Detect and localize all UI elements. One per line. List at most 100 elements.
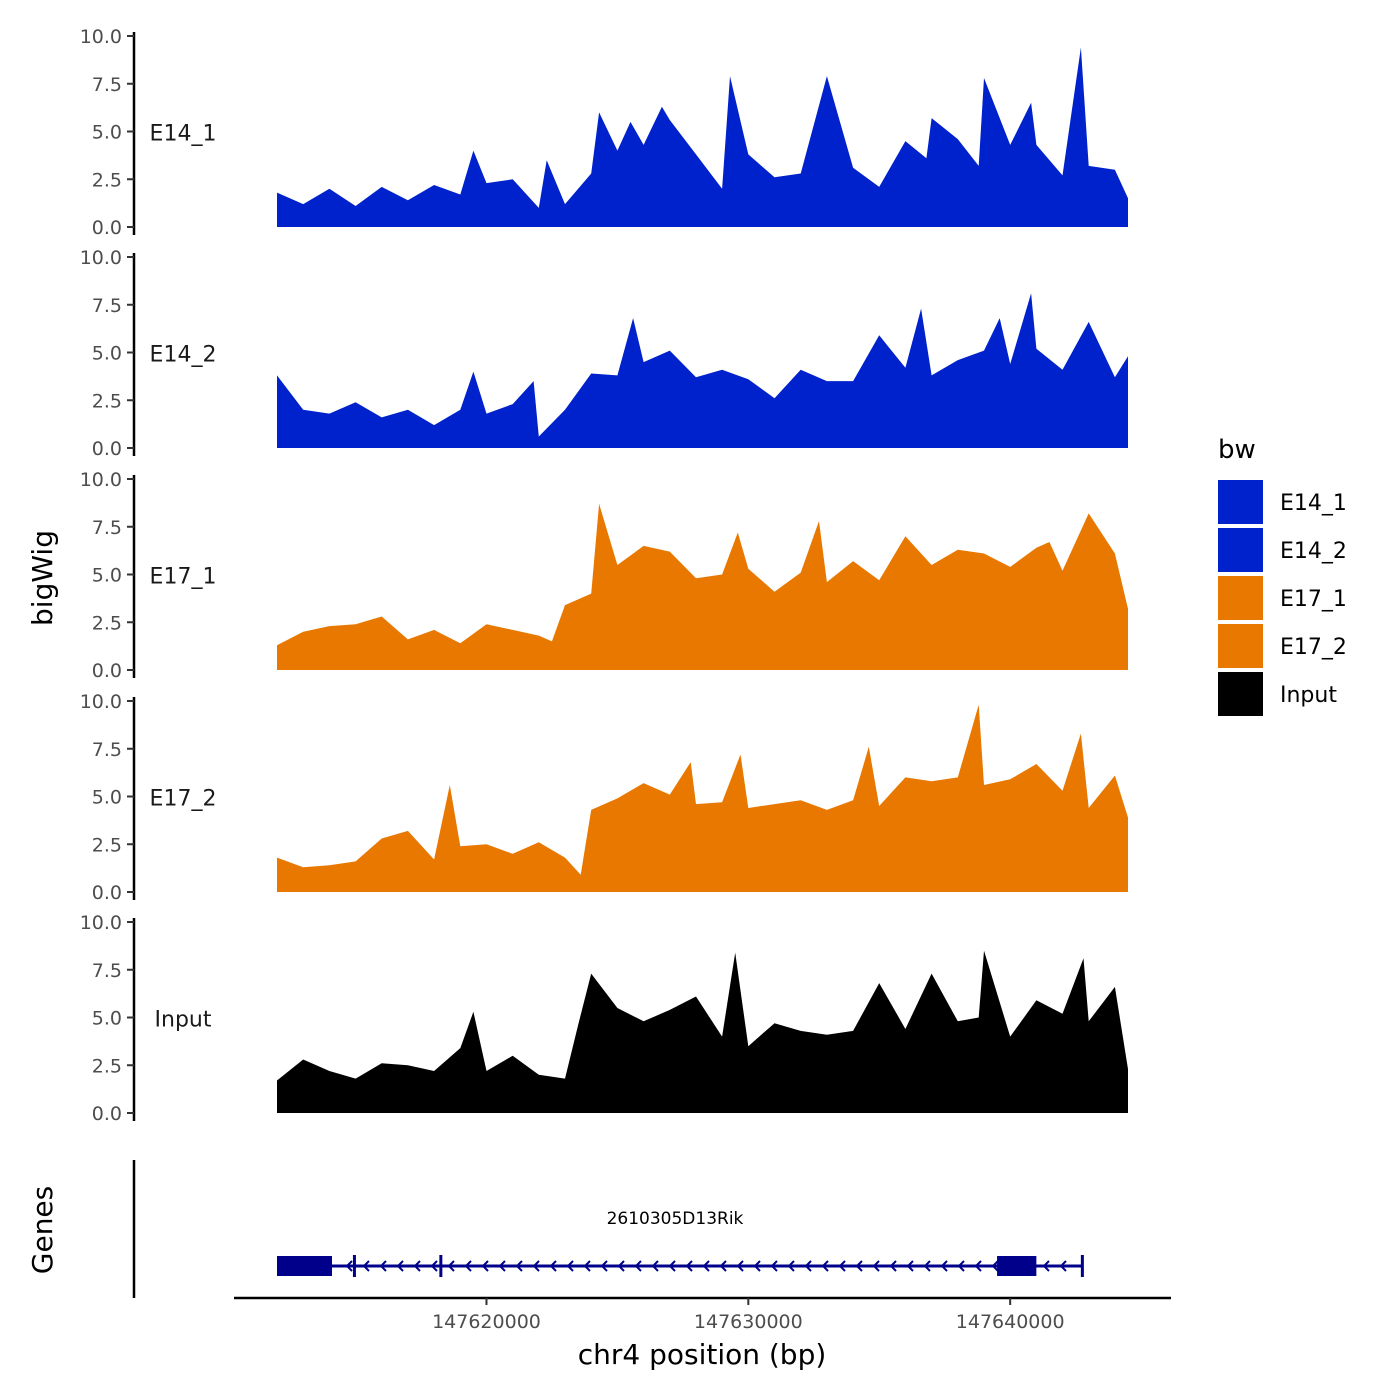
y-tick-label: 2.5 <box>92 834 122 856</box>
strand-arrow <box>1042 1260 1050 1272</box>
track-label: E17_1 <box>150 565 217 590</box>
strand-arrow <box>566 1260 574 1272</box>
legend-key-e17-2 <box>1218 624 1263 668</box>
y-tick-label: 0.0 <box>92 882 122 904</box>
track-label: E14_1 <box>150 122 217 147</box>
gene-name-label: 2610305D13Rik <box>607 1209 744 1229</box>
strand-arrow <box>617 1260 625 1272</box>
x-axis: 147620000 147630000 147640000 <box>234 1296 1171 1333</box>
y-tick-label: 0.0 <box>92 1103 122 1125</box>
y-tick-label: 5.0 <box>92 122 122 144</box>
strand-arrow <box>872 1260 880 1272</box>
y-tick-label: 0.0 <box>92 217 122 239</box>
track-label: E17_2 <box>150 787 217 812</box>
strand-arrow <box>651 1260 659 1272</box>
legend-label: E14_1 <box>1280 491 1347 516</box>
exon <box>352 1255 356 1277</box>
legend-label: E17_1 <box>1280 587 1347 612</box>
genes-track-title: Genes <box>26 1186 59 1274</box>
strand-arrow <box>481 1260 489 1272</box>
strand-arrow <box>889 1260 897 1272</box>
track-label: Input <box>155 1008 212 1033</box>
y-tick-label: 2.5 <box>92 169 122 191</box>
y-tick-label: 5.0 <box>92 343 122 365</box>
strand-arrow <box>736 1260 744 1272</box>
y-tick-label: 10.0 <box>80 247 122 269</box>
y-axis-title: bigWig <box>26 530 59 626</box>
strand-arrow <box>770 1260 778 1272</box>
strand-arrow <box>991 1260 999 1272</box>
panel-e17-1: 0.0 2.5 5.0 7.5 10.0 E17_1 <box>80 469 1128 682</box>
strand-arrow <box>498 1260 506 1272</box>
legend-label: E14_2 <box>1280 539 1347 564</box>
strand-arrow <box>804 1260 812 1272</box>
strand-arrow <box>787 1260 795 1272</box>
y-tick-label: 2.5 <box>92 1055 122 1077</box>
y-tick-label: 0.0 <box>92 660 122 682</box>
legend-key-e17-1 <box>1218 576 1263 620</box>
track-label: E14_2 <box>150 343 217 368</box>
legend-label: E17_2 <box>1280 635 1347 660</box>
strand-arrow <box>430 1260 438 1272</box>
legend-key-e14-1 <box>1218 480 1263 524</box>
y-tick-label: 7.5 <box>92 517 122 539</box>
y-tick-label: 7.5 <box>92 739 122 761</box>
y-tick-label: 5.0 <box>92 565 122 587</box>
y-tick-label: 10.0 <box>80 912 122 934</box>
legend-title: bw <box>1218 435 1256 465</box>
strand-arrow <box>447 1260 455 1272</box>
strand-arrow <box>974 1260 982 1272</box>
x-axis-title: chr4 position (bp) <box>578 1338 827 1371</box>
strand-arrow <box>940 1260 948 1272</box>
signal-area-e17-1 <box>277 503 1128 670</box>
strand-arrow <box>532 1260 540 1272</box>
x-tick-label: 147620000 <box>432 1311 541 1333</box>
strand-arrow <box>583 1260 591 1272</box>
strand-arrow <box>549 1260 557 1272</box>
exon <box>277 1256 332 1276</box>
signal-area-input <box>277 950 1128 1113</box>
strand-arrow <box>396 1260 404 1272</box>
legend-key-e14-2 <box>1218 528 1263 572</box>
y-tick-label: 5.0 <box>92 1008 122 1030</box>
y-tick-label: 5.0 <box>92 787 122 809</box>
legend-key-input <box>1218 672 1263 716</box>
strand-arrow <box>838 1260 846 1272</box>
genes-track: Genes 2610305D13Rik <box>26 1160 1084 1298</box>
strand-arrow <box>413 1260 421 1272</box>
strand-arrow <box>957 1260 965 1272</box>
y-tick-label: 7.5 <box>92 74 122 96</box>
x-tick-label: 147630000 <box>694 1311 803 1333</box>
strand-arrow <box>685 1260 693 1272</box>
panel-e14-1: 0.0 2.5 5.0 7.5 10.0 E14_1 <box>80 26 1128 239</box>
strand-arrow <box>753 1260 761 1272</box>
y-tick-label: 7.5 <box>92 960 122 982</box>
strand-arrow <box>719 1260 727 1272</box>
signal-area-e14-2 <box>277 293 1128 448</box>
strand-arrow <box>515 1260 523 1272</box>
exon <box>997 1256 1037 1276</box>
strand-arrow <box>855 1260 863 1272</box>
bigwig-panels: 0.0 2.5 5.0 7.5 10.0 E14_1 0.0 2.5 5.0 7.5 10.0 E14… <box>80 26 1128 1125</box>
y-tick-label: 10.0 <box>80 691 122 713</box>
legend-label: Input <box>1280 683 1337 708</box>
strand-arrow <box>668 1260 676 1272</box>
panel-input: 0.0 2.5 5.0 7.5 10.0 Input <box>80 912 1128 1125</box>
legend: bw E14_1 E14_2 E17_1 E17_2 Input <box>1218 435 1347 716</box>
strand-arrow <box>362 1260 370 1272</box>
strand-arrow <box>464 1260 472 1272</box>
strand-arrow <box>821 1260 829 1272</box>
panel-e14-2: 0.0 2.5 5.0 7.5 10.0 E14_2 <box>80 247 1128 460</box>
strand-arrow <box>906 1260 914 1272</box>
y-tick-label: 0.0 <box>92 438 122 460</box>
panel-e17-2: 0.0 2.5 5.0 7.5 10.0 E17_2 <box>80 691 1128 904</box>
strand-arrow <box>1059 1260 1067 1272</box>
y-tick-label: 2.5 <box>92 612 122 634</box>
signal-area-e14-1 <box>277 47 1128 227</box>
strand-arrow <box>923 1260 931 1272</box>
signal-area-e17-2 <box>277 704 1128 892</box>
y-tick-label: 7.5 <box>92 295 122 317</box>
exon <box>1080 1255 1084 1277</box>
strand-arrow <box>345 1260 353 1272</box>
strand-arrow <box>702 1260 710 1272</box>
